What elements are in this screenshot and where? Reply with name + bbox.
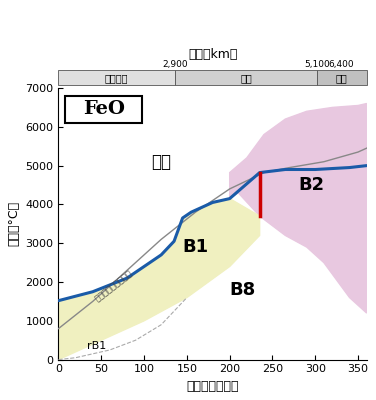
Text: 2,900: 2,900 bbox=[162, 60, 188, 69]
Text: 5,100: 5,100 bbox=[304, 60, 330, 69]
Polygon shape bbox=[230, 104, 367, 313]
Text: rB1: rB1 bbox=[87, 341, 107, 351]
Text: B8: B8 bbox=[229, 281, 256, 299]
Text: マントル: マントル bbox=[105, 73, 129, 83]
Text: 6,400: 6,400 bbox=[328, 60, 354, 69]
Text: 内核: 内核 bbox=[336, 73, 348, 83]
Text: 外核: 外核 bbox=[240, 73, 252, 83]
Text: FeO: FeO bbox=[83, 100, 125, 118]
Y-axis label: 温度（°C）: 温度（°C） bbox=[7, 201, 20, 246]
Polygon shape bbox=[59, 198, 260, 360]
Text: 地球内部の温度分布: 地球内部の温度分布 bbox=[94, 268, 135, 303]
Text: 液体: 液体 bbox=[151, 153, 171, 171]
Text: B1: B1 bbox=[182, 238, 209, 256]
FancyBboxPatch shape bbox=[175, 70, 317, 85]
Text: B2: B2 bbox=[298, 176, 324, 194]
X-axis label: 圧力（万気圧）: 圧力（万気圧） bbox=[186, 380, 239, 393]
Text: 深さ（km）: 深さ（km） bbox=[188, 48, 237, 61]
FancyBboxPatch shape bbox=[317, 70, 367, 85]
FancyBboxPatch shape bbox=[59, 70, 175, 85]
FancyBboxPatch shape bbox=[65, 96, 143, 123]
